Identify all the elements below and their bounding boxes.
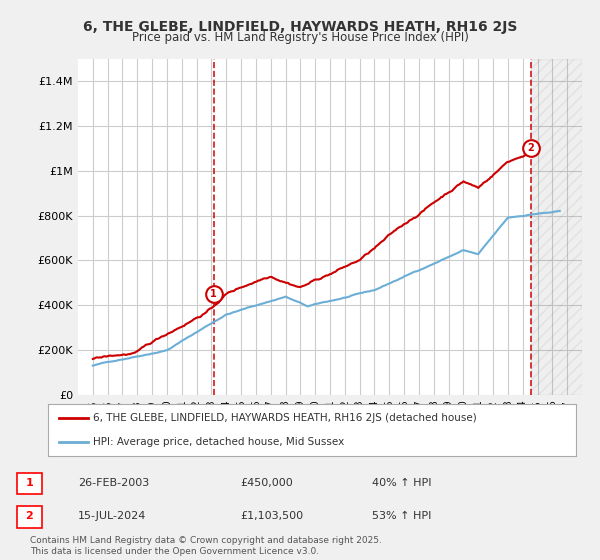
Text: 1: 1 [26,478,33,488]
Text: 6, THE GLEBE, LINDFIELD, HAYWARDS HEATH, RH16 2JS: 6, THE GLEBE, LINDFIELD, HAYWARDS HEATH,… [83,20,517,34]
Text: 26-FEB-2003: 26-FEB-2003 [78,478,149,488]
Text: 53% ↑ HPI: 53% ↑ HPI [372,511,431,521]
Text: £450,000: £450,000 [240,478,293,488]
Text: Price paid vs. HM Land Registry's House Price Index (HPI): Price paid vs. HM Land Registry's House … [131,31,469,44]
Text: £1,103,500: £1,103,500 [240,511,303,521]
Text: 2: 2 [527,143,534,153]
FancyBboxPatch shape [17,473,42,494]
Text: 1: 1 [210,289,217,299]
FancyBboxPatch shape [17,506,42,528]
Text: 40% ↑ HPI: 40% ↑ HPI [372,478,431,488]
Text: Contains HM Land Registry data © Crown copyright and database right 2025.
This d: Contains HM Land Registry data © Crown c… [30,536,382,556]
Text: 2: 2 [26,511,33,521]
Text: 15-JUL-2024: 15-JUL-2024 [78,511,146,521]
Text: 6, THE GLEBE, LINDFIELD, HAYWARDS HEATH, RH16 2JS (detached house): 6, THE GLEBE, LINDFIELD, HAYWARDS HEATH,… [93,413,476,423]
Text: HPI: Average price, detached house, Mid Sussex: HPI: Average price, detached house, Mid … [93,437,344,447]
